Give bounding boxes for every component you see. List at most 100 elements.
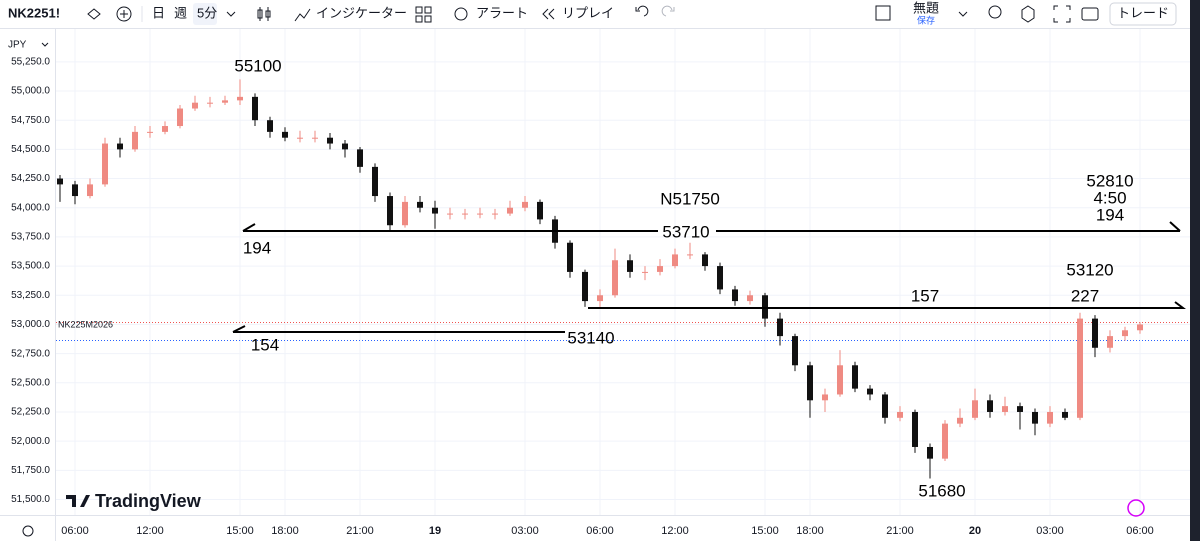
annotation: 53710 xyxy=(662,222,709,241)
annotation: 194 xyxy=(243,238,271,257)
replay[interactable]: リプレイ xyxy=(562,5,614,20)
icon[interactable] xyxy=(87,8,101,20)
candle-body xyxy=(1047,411,1053,424)
candle-body xyxy=(1062,411,1068,418)
candle-body xyxy=(597,295,603,302)
alert-icon[interactable] xyxy=(454,7,468,21)
candle-body xyxy=(1092,318,1098,348)
undo[interactable] xyxy=(635,5,649,17)
trade-button[interactable] xyxy=(1109,2,1177,26)
candle-body xyxy=(312,137,318,139)
y-tick-label: 51,500.0 xyxy=(11,494,50,505)
layout-name[interactable]: 無題 xyxy=(913,0,939,15)
candle-body xyxy=(672,254,678,267)
indicators[interactable]: インジケーター xyxy=(316,5,407,20)
candle-body xyxy=(1107,336,1113,348)
trade[interactable]: トレード xyxy=(1117,5,1169,20)
settings-icon[interactable] xyxy=(22,525,34,537)
annotation: 53120 xyxy=(1066,260,1113,279)
candle-body xyxy=(792,336,798,366)
redo[interactable] xyxy=(661,5,675,17)
candle-body xyxy=(342,143,348,150)
x-tick-label: 12:00 xyxy=(661,525,689,537)
alert[interactable]: アラート xyxy=(476,5,528,20)
y-tick-label: 53,500.0 xyxy=(11,261,50,272)
candle-body xyxy=(1017,406,1023,412)
candle-body xyxy=(627,260,633,272)
candle-body xyxy=(237,96,243,101)
replay-icon[interactable] xyxy=(542,8,555,20)
x-tick-label: 06:00 xyxy=(586,525,614,537)
x-tick-label: 21:00 xyxy=(886,525,914,537)
candle-body xyxy=(162,126,168,132)
candle-body xyxy=(117,143,123,150)
candle-body xyxy=(732,289,738,302)
add-icon xyxy=(120,10,128,18)
y-tick-label: 52,000.0 xyxy=(11,436,50,447)
y-tick-label: 52,250.0 xyxy=(11,407,50,418)
annotation: 157 xyxy=(911,286,939,305)
symbol[interactable]: NK2251! xyxy=(8,5,60,20)
candle-body xyxy=(702,254,708,267)
x-tick-label: 06:00 xyxy=(61,525,89,537)
candle-body xyxy=(147,131,153,133)
candle-body xyxy=(612,260,618,296)
settings-icon[interactable] xyxy=(1021,5,1035,23)
candles xyxy=(57,79,1143,479)
flash-icon[interactable] xyxy=(1127,499,1145,517)
candle-body xyxy=(1032,411,1038,424)
dropdown[interactable] xyxy=(41,42,49,47)
annotation: 52810 xyxy=(1086,171,1133,190)
y-tick-label: 54,500.0 xyxy=(11,144,50,155)
candle-body xyxy=(912,411,918,447)
timeframe-week[interactable]: 週 xyxy=(174,5,187,20)
y-tick-label: 53,000.0 xyxy=(11,319,50,330)
candle-body xyxy=(387,196,393,226)
snapshot-icon[interactable] xyxy=(1081,7,1099,21)
search-icon[interactable] xyxy=(988,5,1002,19)
annotation: 227 xyxy=(1071,286,1099,305)
candle-body xyxy=(642,271,648,273)
candle-body xyxy=(972,400,978,418)
annotation: 55100 xyxy=(234,56,281,75)
y-tick-label: 53,250.0 xyxy=(11,290,50,301)
candle-body xyxy=(297,137,303,139)
annotation: 53140 xyxy=(567,328,614,347)
candle-body xyxy=(402,201,408,226)
candle-body xyxy=(177,108,183,127)
y-tick-label: 52,500.0 xyxy=(11,377,50,388)
y-tick-label: 54,000.0 xyxy=(11,202,50,213)
layout-box[interactable] xyxy=(875,5,891,21)
candle-body xyxy=(267,120,273,132)
indicator-icon[interactable] xyxy=(294,8,311,22)
y-tick-label: 53,750.0 xyxy=(11,232,50,243)
layout-icon[interactable] xyxy=(415,6,432,23)
x-tick-label: 06:00 xyxy=(1126,525,1154,537)
dropdown[interactable] xyxy=(226,11,236,17)
side-panel xyxy=(1190,0,1200,541)
candle-body xyxy=(822,394,828,401)
trend-line xyxy=(588,301,1186,309)
dropdown[interactable] xyxy=(958,11,968,17)
save[interactable]: 保存 xyxy=(917,14,935,25)
candle-icon[interactable] xyxy=(257,7,271,21)
candle-body xyxy=(477,213,483,215)
candle-body xyxy=(1122,330,1128,337)
trend-line xyxy=(232,325,565,333)
candle-body xyxy=(87,184,93,197)
x-tick-label: 15:00 xyxy=(226,525,254,537)
candle-body xyxy=(927,446,933,459)
x-tick-label: 18:00 xyxy=(271,525,299,537)
candle-body xyxy=(1077,318,1083,418)
series-label: NK225M2026 xyxy=(58,319,113,329)
timeframe-5m[interactable]: 5分 xyxy=(197,5,217,20)
add-icon[interactable] xyxy=(116,6,132,22)
grid xyxy=(56,29,1190,515)
candle-body xyxy=(762,295,768,319)
y-tick-label: 52,750.0 xyxy=(11,348,50,359)
timeframe-day[interactable]: 日 xyxy=(152,5,165,20)
candle-body xyxy=(492,213,498,215)
fullscreen-icon[interactable] xyxy=(1053,5,1071,23)
